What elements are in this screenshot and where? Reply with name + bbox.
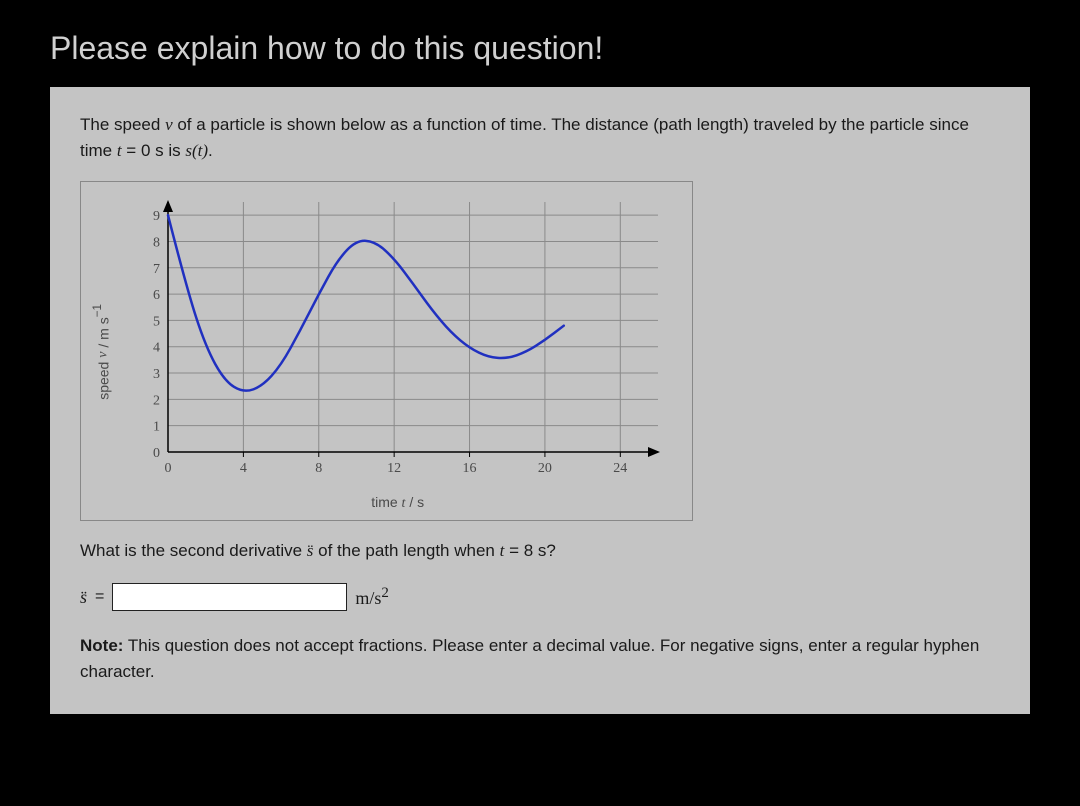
svg-text:12: 12: [387, 461, 401, 476]
ylabel-pre: speed: [96, 358, 112, 400]
page-title: Please explain how to do this question!: [0, 0, 1080, 87]
note-label: Note:: [80, 636, 123, 655]
svg-text:0: 0: [153, 446, 160, 461]
xlabel-pre: time: [371, 494, 401, 510]
answer-symbol: s̈: [80, 587, 87, 608]
ylabel-post: / m s: [96, 317, 112, 351]
svg-text:8: 8: [153, 235, 160, 250]
ylabel-sup: −1: [91, 304, 104, 317]
answer-row: s̈ = m/s2: [80, 583, 1000, 611]
svg-text:1: 1: [153, 420, 160, 435]
svg-text:20: 20: [538, 461, 552, 476]
svg-text:4: 4: [153, 341, 160, 356]
unit-base: m/s: [355, 588, 381, 608]
svg-text:8: 8: [315, 461, 322, 476]
q-pre: What is the second derivative: [80, 541, 307, 560]
svg-text:16: 16: [462, 461, 476, 476]
answer-eq: =: [95, 588, 104, 606]
answer-unit: m/s2: [355, 585, 389, 609]
intro-eq: = 0: [122, 141, 151, 160]
question-text: What is the second derivative s̈ of the …: [80, 541, 1000, 561]
ylabel-var: v: [96, 352, 111, 358]
intro-pre: The speed: [80, 115, 165, 134]
note-text: Note: This question does not accept frac…: [80, 633, 1000, 684]
speed-time-chart: 048121620240123456789: [118, 192, 678, 492]
chart-container: speed v / m s−1 048121620240123456789 ti…: [80, 181, 693, 521]
intro-mid1: of a particle is shown below as a functi…: [80, 115, 969, 160]
chart-ylabel: speed v / m s−1: [91, 304, 112, 400]
svg-text:6: 6: [153, 288, 160, 303]
intro-end: .: [208, 141, 213, 160]
question-panel: The speed v of a particle is shown below…: [50, 87, 1030, 714]
q-mid: of the path length when: [313, 541, 499, 560]
note-body: This question does not accept fractions.…: [80, 636, 979, 681]
svg-text:24: 24: [613, 461, 627, 476]
xlabel-post: / s: [405, 494, 424, 510]
svg-text:2: 2: [153, 393, 160, 408]
chart-xlabel: time t / s: [371, 494, 424, 512]
svg-text:0: 0: [164, 461, 171, 476]
var-s-arg: (t): [192, 141, 208, 160]
unit-sup: 2: [381, 585, 389, 601]
svg-text:3: 3: [153, 367, 160, 382]
svg-text:4: 4: [240, 461, 247, 476]
var-v: v: [165, 115, 173, 134]
svg-text:5: 5: [153, 314, 160, 329]
intro-mid2: s is: [150, 141, 185, 160]
svg-text:9: 9: [153, 209, 160, 224]
svg-text:7: 7: [153, 262, 160, 277]
q-eqtext: = 8 s?: [504, 541, 556, 560]
answer-input[interactable]: [112, 583, 347, 611]
var-s: s: [185, 141, 192, 160]
intro-text: The speed v of a particle is shown below…: [80, 112, 1000, 163]
